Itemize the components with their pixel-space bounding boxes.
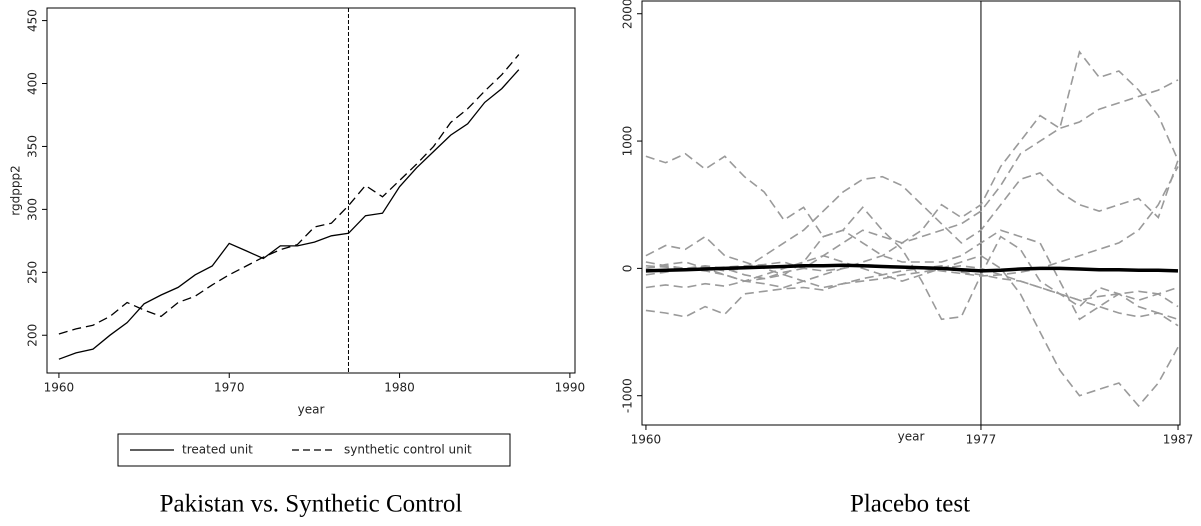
series-line — [645, 166, 1179, 277]
series-line — [645, 264, 1179, 321]
x-tick-label: 1977 — [966, 433, 997, 447]
x-tick-label: 1960 — [631, 433, 662, 447]
y-tick-label: 450 — [26, 9, 40, 32]
y-tick-label: 250 — [26, 261, 40, 284]
series-line — [58, 54, 520, 335]
legend-label: treated unit — [182, 443, 253, 457]
x-tick-label: 1987 — [1163, 433, 1194, 447]
y-tick-label: 1000 — [621, 126, 635, 157]
y-tick-label: 350 — [26, 135, 40, 158]
x-tick-label: 1990 — [555, 381, 586, 395]
series-line — [645, 79, 1179, 280]
y-tick-label: 200 — [26, 324, 40, 347]
series-line — [645, 254, 1179, 408]
caption: Placebo test — [850, 491, 970, 518]
y-tick-label: 2000 — [621, 0, 635, 29]
x-tick-label: 1980 — [384, 381, 415, 395]
x-axis-title: year — [298, 403, 325, 417]
series-line — [645, 263, 1179, 273]
y-tick-label: 0 — [621, 265, 635, 273]
x-tick-label: 1960 — [44, 381, 75, 395]
series-line — [645, 264, 1179, 302]
series-line — [645, 229, 1179, 321]
plot-frame — [46, 7, 576, 374]
y-axis-title: rgdppp2 — [9, 165, 23, 215]
x-tick-label: 1970 — [214, 381, 245, 395]
caption: Pakistan vs. Synthetic Control — [160, 491, 463, 518]
series-line — [645, 50, 1179, 289]
series-line — [645, 159, 1179, 272]
series-line — [58, 69, 520, 360]
legend-label: synthetic control unit — [344, 443, 472, 457]
y-tick-label: 300 — [26, 198, 40, 221]
y-tick-label: 400 — [26, 72, 40, 95]
y-tick-label: -1000 — [621, 378, 635, 413]
series-line — [645, 152, 1179, 327]
plot-frame — [641, 0, 1181, 426]
x-axis-title: year — [898, 430, 925, 444]
